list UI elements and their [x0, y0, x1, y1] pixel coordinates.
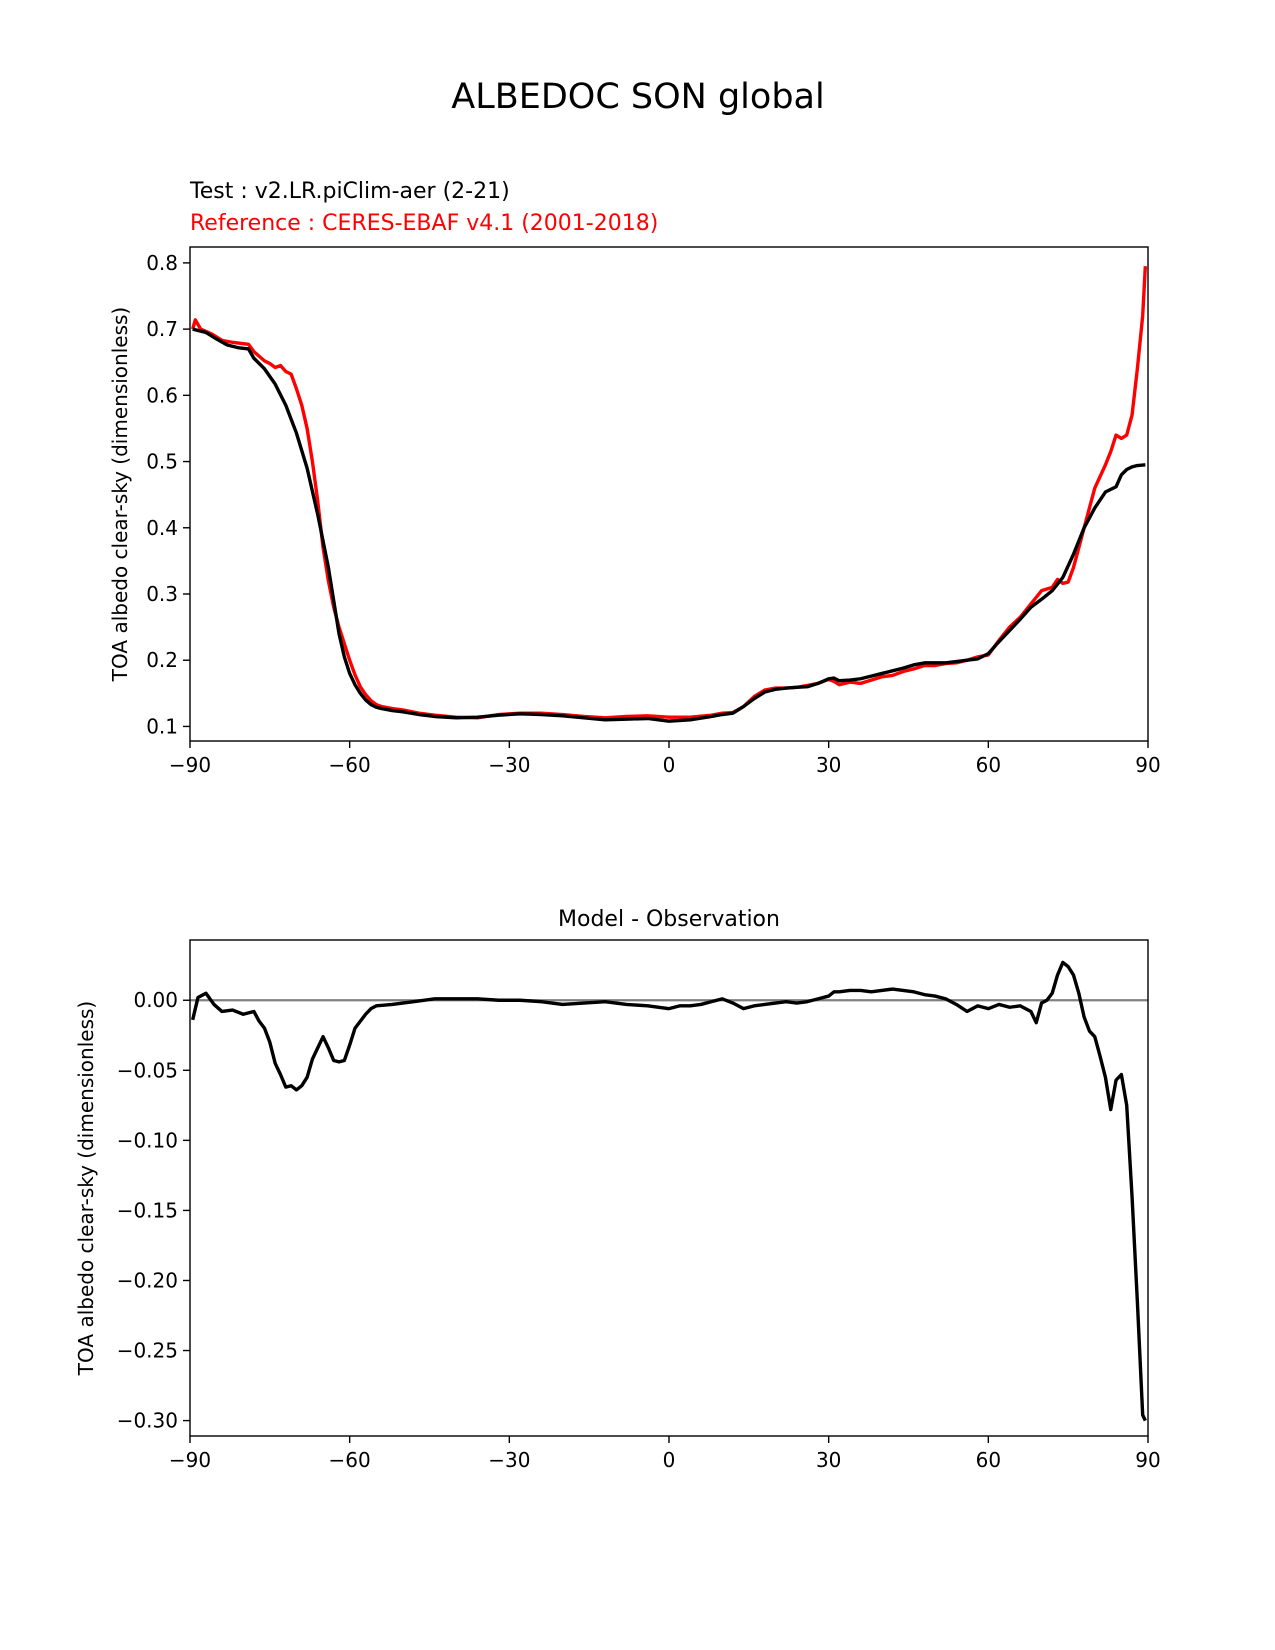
top-y-tick-label: 0.6: [146, 383, 178, 407]
bottom-y-tick-label: −0.20: [117, 1268, 178, 1292]
top-y-tick-label: 0.8: [146, 251, 178, 275]
top-y-ticks: 0.1 0.2 0.3 0.4 0.5 0.6 0.7 0.8: [146, 251, 190, 738]
top-x-tick-label: −30: [488, 753, 530, 777]
top-x-tick-label: 30: [816, 753, 841, 777]
bottom-series-difference-line: [191, 960, 1147, 1422]
bottom-y-tick-label: −0.30: [117, 1409, 178, 1433]
top-y-tick-label: 0.3: [146, 582, 178, 606]
bottom-y-tick-label: −0.10: [117, 1128, 178, 1152]
bottom-x-tick-label: −90: [169, 1448, 211, 1472]
top-y-tick-label: 0.7: [146, 317, 178, 341]
top-x-tick-label: 0: [663, 753, 676, 777]
top-y-axis-label: TOA albedo clear-sky (dimensionless): [108, 307, 132, 682]
top-y-tick-label: 0.1: [146, 714, 178, 738]
bottom-y-axis-label: TOA albedo clear-sky (dimensionless): [74, 1001, 98, 1376]
top-x-tick-label: −90: [169, 753, 211, 777]
bottom-x-tick-label: 90: [1135, 1448, 1160, 1472]
reference-label: Reference : CERES-EBAF v4.1 (2001-2018): [190, 211, 658, 236]
top-x-tick-label: −60: [329, 753, 371, 777]
top-y-tick-label: 0.4: [146, 516, 178, 540]
bottom-y-tick-label: −0.05: [117, 1058, 178, 1082]
bottom-x-tick-label: 0: [663, 1448, 676, 1472]
top-series-reference-line: [191, 266, 1148, 720]
bottom-plot-frame: [189, 939, 1149, 1437]
top-y-tick-label: 0.5: [146, 450, 178, 474]
bottom-chart-title: Model - Observation: [558, 907, 780, 932]
bottom-x-ticks: −90 −60 −30 0 30 60 90: [169, 1436, 1161, 1472]
bottom-x-tick-label: 60: [976, 1448, 1001, 1472]
bottom-x-tick-label: 30: [816, 1448, 841, 1472]
bottom-x-tick-label: −30: [488, 1448, 530, 1472]
top-plot-frame: [189, 246, 1149, 742]
top-x-ticks: −90 −60 −30 0 30 60 90: [169, 741, 1161, 777]
bottom-panel: Model - Observation 0.00 −0.05 −0.10 −0.15 −…: [74, 907, 1161, 1472]
top-panel: Test : v2.LR.piClim-aer (2-21) Reference…: [108, 179, 1161, 777]
top-y-tick-label: 0.2: [146, 648, 178, 672]
top-series-test-line: [192, 327, 1146, 723]
bottom-y-tick-label: 0.00: [133, 988, 178, 1012]
figure-suptitle: ALBEDOC SON global: [451, 77, 824, 117]
bottom-x-tick-label: −60: [329, 1448, 371, 1472]
test-label: Test : v2.LR.piClim-aer (2-21): [189, 179, 510, 204]
bottom-y-ticks: 0.00 −0.05 −0.10 −0.15 −0.20 −0.25 −0.30: [117, 988, 190, 1433]
bottom-y-tick-label: −0.25: [117, 1339, 178, 1363]
top-x-tick-label: 90: [1135, 753, 1160, 777]
top-x-tick-label: 60: [976, 753, 1001, 777]
bottom-y-tick-label: −0.15: [117, 1198, 178, 1222]
